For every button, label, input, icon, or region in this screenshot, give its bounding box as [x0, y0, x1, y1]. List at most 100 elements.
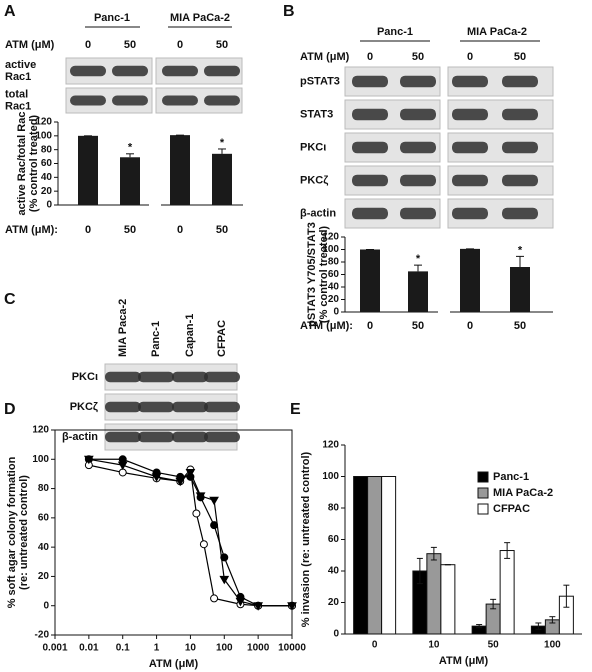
x-tick-label: 0 — [467, 320, 473, 332]
blot-band — [452, 75, 488, 88]
legend-swatch — [477, 471, 489, 483]
blot-band — [400, 207, 436, 220]
blot-band — [452, 141, 488, 154]
y-tick-label: 80 — [328, 257, 340, 268]
bar — [120, 157, 140, 205]
dose-label: 0 — [367, 51, 373, 63]
bar — [360, 249, 380, 312]
x-tick-label: 0 — [372, 640, 378, 651]
blot-row-label: PKCι — [300, 141, 326, 153]
panel-label: A — [4, 3, 16, 20]
x-tick-label: 0.001 — [42, 643, 67, 654]
lane-label: MIA Paca-2 — [117, 299, 129, 357]
dose-label: 0 — [177, 39, 183, 51]
x-axis-title: ATM (μM): — [300, 320, 353, 332]
blot-row-label: β-actin — [62, 431, 98, 443]
x-axis-title: ATM (μM): — [5, 224, 58, 236]
bar — [499, 550, 515, 635]
blot-band — [502, 207, 538, 220]
x-tick-label: 10 — [185, 643, 197, 654]
x-tick-label: 50 — [514, 320, 526, 332]
dose-label: 50 — [412, 51, 424, 63]
significance-mark: * — [518, 244, 523, 256]
blot-band — [502, 108, 538, 121]
blot-band — [502, 141, 538, 154]
blot-row-label: STAT3 — [300, 108, 333, 120]
blot-band — [204, 65, 240, 77]
blot-band — [172, 371, 208, 383]
blot-row-label: Rac1 — [5, 100, 31, 112]
blot-band — [400, 108, 436, 121]
blot-band — [204, 431, 240, 443]
bar — [510, 267, 530, 312]
bar — [353, 476, 369, 635]
y-tick-label: 60 — [41, 158, 53, 169]
panel-label: E — [290, 401, 301, 418]
y-tick-label: 120 — [35, 117, 52, 128]
y-tick-label: 40 — [41, 172, 53, 183]
blot-band — [70, 95, 106, 106]
blot-band — [352, 207, 388, 220]
y-tick-label: 100 — [322, 244, 339, 255]
blot-row-label: active — [5, 59, 36, 71]
data-point — [83, 455, 94, 465]
bar — [212, 153, 232, 205]
y-axis-title: % invasion (re: untreated control) — [300, 451, 312, 627]
blot-band — [502, 75, 538, 88]
blot-band — [162, 65, 198, 77]
y-tick-label: 100 — [32, 454, 49, 465]
data-point — [199, 540, 208, 549]
blot-band — [352, 75, 388, 88]
significance-mark: * — [416, 253, 421, 265]
panel-label: C — [4, 291, 16, 308]
cell-line: MIA PaCa-2 — [467, 26, 527, 38]
y-tick-label: 0 — [333, 629, 339, 640]
data-point — [175, 477, 186, 487]
blot-band — [352, 174, 388, 187]
x-tick-label: 50 — [412, 320, 424, 332]
x-tick-label: 100 — [216, 643, 233, 654]
bar — [367, 476, 383, 635]
y-tick-label: 0 — [46, 200, 52, 211]
blot-band — [70, 65, 106, 77]
x-tick-label: 1000 — [247, 643, 270, 654]
x-tick-label: 0 — [367, 320, 373, 332]
bar — [408, 271, 428, 312]
y-tick-label: 80 — [328, 503, 340, 514]
data-point — [151, 473, 162, 482]
y-tick-label: 120 — [322, 440, 339, 451]
y-tick-label: 80 — [38, 483, 50, 494]
blot-band — [172, 431, 208, 443]
lane-label: Capan-1 — [184, 314, 196, 357]
cell-line: Panc-1 — [377, 26, 413, 38]
bar — [78, 135, 98, 205]
lane-label: CFPAC — [216, 320, 228, 357]
bar — [170, 135, 190, 205]
y-tick-label: 60 — [38, 512, 50, 523]
treatment-label: ATM (μM) — [300, 51, 350, 63]
x-axis-title: ATM (μM) — [149, 658, 199, 670]
panel-label: D — [4, 401, 16, 418]
y-tick-label: 100 — [35, 130, 52, 141]
y-tick-label: -20 — [35, 630, 50, 641]
x-tick-label: 0.1 — [116, 643, 130, 654]
y-tick-label: 120 — [322, 232, 339, 243]
bar — [381, 476, 397, 635]
y-tick-label: 20 — [38, 571, 50, 582]
x-tick-label: 0.01 — [79, 643, 99, 654]
x-tick-label: 50 — [124, 224, 136, 236]
bar — [460, 248, 480, 312]
blot-band — [204, 95, 240, 106]
dose-label: 50 — [124, 39, 136, 51]
blot-band — [400, 75, 436, 88]
x-tick-label: 0 — [85, 224, 91, 236]
y-tick-label: 0 — [43, 600, 49, 611]
bar — [440, 564, 456, 635]
cell-line: Panc-1 — [94, 12, 130, 24]
lane-label: Panc-1 — [150, 321, 162, 357]
y-axis-title: (re: untreated control) — [18, 475, 30, 590]
blot-band — [138, 431, 174, 443]
y-tick-label: 40 — [38, 542, 50, 553]
